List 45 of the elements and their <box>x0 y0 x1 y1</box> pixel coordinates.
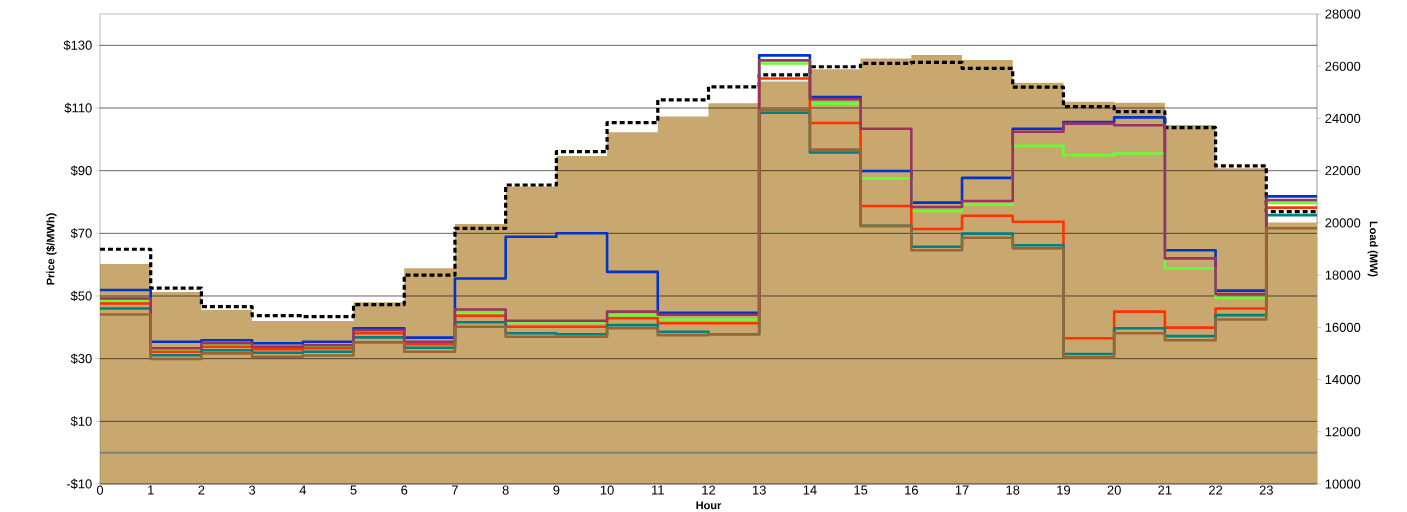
x-tick-label: 1 <box>148 485 154 495</box>
x-tick-label: 8 <box>502 485 509 495</box>
y-tick-label: $10 <box>70 415 92 427</box>
x-tick-label: 20 <box>1107 485 1121 495</box>
x-tick-label: 11 <box>652 485 664 495</box>
x-tick-label: 14 <box>803 485 817 495</box>
y-tick-label: $110 <box>64 102 92 113</box>
y-tick-label: -$10 <box>66 478 92 489</box>
x-tick-label: 10 <box>600 485 614 495</box>
y2-tick-label: 24000 <box>1325 113 1361 123</box>
x-axis-title: Hour <box>696 501 722 509</box>
x-tick-label: 21 <box>1158 485 1172 495</box>
y2-tick-label: 20000 <box>1325 218 1361 228</box>
y2-tick-label: 18000 <box>1325 270 1361 280</box>
x-tick-label: 12 <box>702 485 716 495</box>
y-tick-label: $70 <box>70 227 92 239</box>
x-tick-label: 0 <box>96 485 104 495</box>
x-tick-label: 13 <box>752 485 766 495</box>
y2-tick-label: 10000 <box>1325 479 1361 489</box>
x-tick-label: 7 <box>452 485 458 495</box>
y-axis-title: Price ($/MWh) <box>46 213 57 285</box>
y2-tick-label: 14000 <box>1325 374 1361 384</box>
y2-tick-label: 16000 <box>1325 322 1361 332</box>
y2-tick-label: 22000 <box>1325 165 1361 175</box>
x-tick-label: 9 <box>553 485 560 495</box>
x-tick-label: 18 <box>1006 485 1020 495</box>
x-tick-label: 16 <box>905 485 918 495</box>
x-tick-label: 19 <box>1057 485 1071 495</box>
y2-tick-label: 26000 <box>1325 61 1361 71</box>
x-tick-label: 15 <box>854 485 868 495</box>
x-tick-label: 22 <box>1209 485 1223 495</box>
x-tick-label: 4 <box>299 485 307 495</box>
y2-tick-label: 28000 <box>1325 9 1361 19</box>
y-tick-label: $30 <box>70 353 92 364</box>
x-tick-label: 17 <box>955 485 969 495</box>
y-tick-label: $90 <box>70 165 92 176</box>
x-tick-label: 5 <box>350 485 357 495</box>
y2-tick-label: 12000 <box>1325 426 1361 437</box>
x-tick-label: 6 <box>401 485 408 495</box>
x-tick-label: 3 <box>249 485 256 495</box>
x-tick-label: 2 <box>198 485 205 495</box>
y2-axis-title: Load (MW) <box>1367 221 1378 277</box>
y-tick-label: $130 <box>63 39 92 51</box>
x-tick-label: 23 <box>1259 485 1273 495</box>
y-tick-label: $50 <box>70 290 92 301</box>
